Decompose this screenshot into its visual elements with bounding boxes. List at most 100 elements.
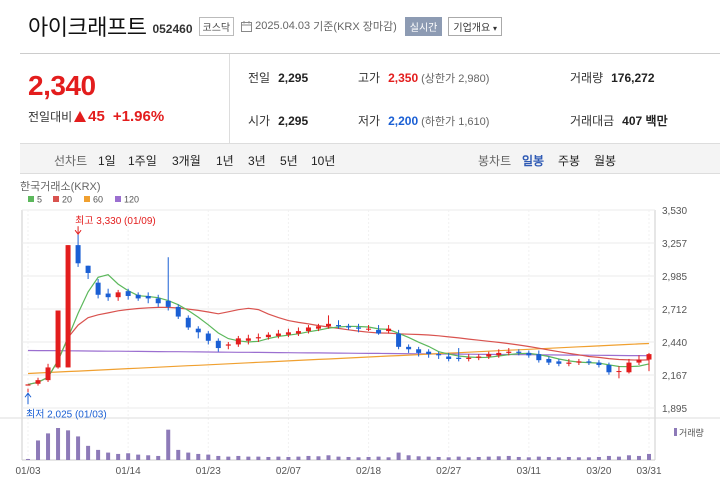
- candle-chart-label: 봉차트: [478, 154, 512, 168]
- volume-bar: [46, 433, 51, 460]
- x-tick-label: 01/03: [15, 466, 40, 477]
- volume-bar: [476, 456, 481, 460]
- change-value: 45: [88, 108, 105, 125]
- period-1w[interactable]: 1주일: [128, 154, 157, 168]
- y-tick-label: 2,440: [662, 338, 687, 349]
- stock-name[interactable]: 아이크래프트: [28, 15, 147, 40]
- y-tick-label: 2,985: [662, 272, 687, 283]
- candle-body: [245, 338, 251, 341]
- volume-bar: [626, 455, 631, 460]
- amount-label: 거래대금: [570, 114, 615, 128]
- legend-swatch: [115, 196, 121, 202]
- volume-bar: [56, 428, 61, 460]
- y-tick-label: 2,167: [662, 371, 687, 382]
- volume-bar: [486, 456, 491, 460]
- volume-bar: [106, 452, 111, 460]
- legend-swatch: [84, 196, 90, 202]
- volume-bar: [96, 449, 101, 460]
- x-tick-label: 02/27: [436, 466, 461, 477]
- volume-bar: [606, 455, 611, 460]
- candle-body: [185, 317, 191, 328]
- volume-bar: [406, 455, 411, 460]
- candle-body: [135, 294, 141, 299]
- volume-bar: [556, 457, 561, 460]
- realtime-badge[interactable]: 실시간: [404, 16, 443, 36]
- candle-body: [386, 328, 392, 332]
- volume-bar: [506, 455, 511, 460]
- volume-bar: [36, 440, 41, 460]
- candle-body: [265, 334, 271, 338]
- period-1y[interactable]: 1년: [216, 154, 234, 168]
- high-note: 최고 3,330 (01/09): [75, 215, 156, 227]
- low-arrow-icon: [24, 392, 32, 398]
- candlestick-chart[interactable]: 한국거래소(KRX) 5 20 60 120 3,530 3,257 2,985 2,712…: [0, 178, 720, 487]
- candle-body: [295, 331, 301, 334]
- volume-bar: [26, 458, 30, 460]
- market-badge: 코스닥: [198, 16, 235, 36]
- volume-bar: [286, 456, 291, 460]
- chart-grid: [0, 209, 720, 461]
- prev-close-value: 2,295: [278, 71, 309, 85]
- volume-bar: [66, 430, 71, 460]
- period-3y[interactable]: 3년: [248, 154, 266, 168]
- candle-body: [325, 323, 331, 327]
- volume-cell: 거래량 176,272: [570, 69, 655, 86]
- candle-daily[interactable]: 일봉: [522, 154, 545, 168]
- high-label: 고가: [358, 71, 381, 85]
- volume-bar: [376, 456, 381, 460]
- price-change: 전일대비 45 +1.96%: [28, 108, 164, 125]
- candle-body: [145, 295, 151, 299]
- period-1d[interactable]: 1일: [98, 154, 116, 168]
- calendar-icon: [240, 20, 252, 32]
- candle-body: [55, 310, 61, 368]
- period-10y[interactable]: 10년: [311, 154, 336, 168]
- volume-bar: [216, 455, 221, 460]
- x-tick-label: 01/14: [116, 466, 141, 477]
- candle-body: [486, 354, 492, 357]
- period-bar: 선차트 1일 1주일 3개월 1년 3년 5년 10년 봉차트 일봉 주봉 월봉: [20, 143, 720, 174]
- company-menu-dropdown[interactable]: 기업개요 ▾: [448, 16, 502, 36]
- volume-bar: [616, 456, 621, 460]
- company-menu-label: 기업개요: [453, 22, 491, 34]
- candle-body: [175, 306, 181, 317]
- candle-body: [426, 351, 432, 355]
- volume-bar: [236, 455, 241, 460]
- volume-bar: [246, 456, 251, 460]
- volume-bar: [566, 456, 571, 460]
- volume-bar: [206, 454, 211, 460]
- candle-weekly[interactable]: 주봉: [558, 154, 581, 168]
- volume-bar: [586, 457, 591, 460]
- volume-bar: [346, 456, 351, 460]
- volume-bar: [76, 436, 81, 460]
- volume-bar: [256, 456, 261, 460]
- candle-body: [506, 351, 512, 353]
- y-axis-ticks: 3,530 3,257 2,985 2,712 2,440 2,167 1,895: [662, 206, 687, 415]
- candle-body: [215, 340, 221, 349]
- candle-monthly[interactable]: 월봉: [594, 154, 617, 168]
- volume-bar: [426, 456, 431, 460]
- price-notes: 최고 3,330 (01/09) 최저 2,025 (01/03): [24, 215, 156, 420]
- candle-body: [546, 358, 552, 363]
- legend-label: 120: [124, 195, 139, 205]
- x-tick-label: 02/18: [356, 466, 381, 477]
- high-cell: 고가 2,350 (상한가 2,980): [358, 69, 489, 86]
- volume-bar: [356, 457, 361, 460]
- candle-body: [45, 367, 51, 381]
- y-tick-label: 2,712: [662, 305, 687, 316]
- candle-body: [95, 282, 101, 295]
- y-tick-label: 3,257: [662, 239, 687, 250]
- candle-body: [356, 327, 362, 329]
- x-axis-ticks: 01/03 01/14 01/23 02/07 02/18 02/27 03/11 03/20…: [15, 466, 661, 477]
- amount-cell: 거래대금 407 백만: [570, 112, 668, 129]
- moving-averages: [27, 274, 650, 385]
- candle-body: [416, 349, 422, 353]
- volume-bar: [496, 456, 501, 460]
- period-5y[interactable]: 5년: [280, 154, 298, 168]
- high-arrow-icon: [74, 229, 82, 236]
- low-label: 저가: [358, 114, 381, 128]
- period-3m[interactable]: 3개월: [172, 154, 201, 168]
- candle-body: [25, 384, 31, 386]
- line-chart-label: 선차트: [54, 154, 88, 168]
- candles: [25, 234, 652, 393]
- volume-bar: [226, 456, 231, 460]
